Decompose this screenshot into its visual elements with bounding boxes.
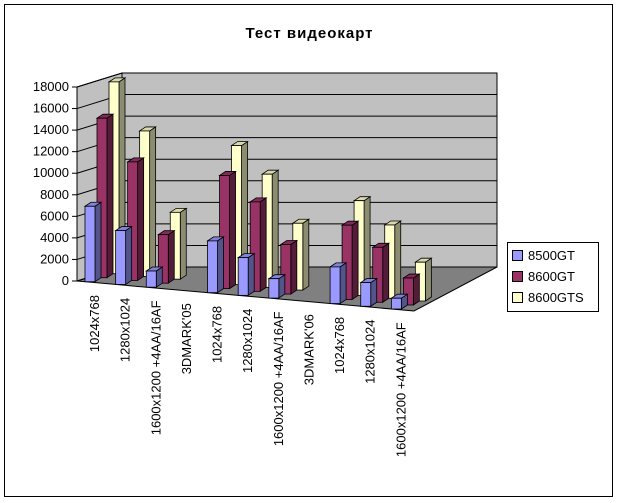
bar-8600gt-2 xyxy=(157,234,169,284)
bar-8600gt-4 xyxy=(219,175,230,290)
bar-side xyxy=(137,157,145,282)
bar-8500gt-6 xyxy=(268,278,280,299)
bar-8600gt-6 xyxy=(280,244,292,295)
legend-item-8600gts: 8600GTS xyxy=(512,287,594,308)
x-tick-label: 1280x1024 xyxy=(363,320,378,384)
y-tick-label: 14000 xyxy=(33,122,69,137)
bar-side xyxy=(247,252,255,297)
gridline xyxy=(76,72,497,88)
x-tick-label: 1600x1200 +4AA/16AF xyxy=(148,300,163,435)
bar-side xyxy=(290,239,298,295)
x-tick-label: 1024x768 xyxy=(332,317,347,374)
bar-side xyxy=(424,257,432,302)
bar-side xyxy=(217,236,224,294)
bar-side xyxy=(149,126,157,278)
bar-side xyxy=(394,220,402,300)
bar-side xyxy=(106,113,114,279)
bar-side xyxy=(302,218,310,291)
bar-8500gt-8 xyxy=(329,266,341,304)
y-tick-label: 10000 xyxy=(33,165,69,180)
y-tick-label: 6000 xyxy=(40,208,69,223)
y-tick-label: 8000 xyxy=(40,187,69,202)
y-tick-label: 12000 xyxy=(33,144,69,159)
x-tick-label: 1280x1024 xyxy=(240,309,255,373)
bar-side xyxy=(125,225,133,286)
bar-8500gt-1 xyxy=(115,230,127,285)
x-tick-label: 3DMARK'06 xyxy=(301,314,316,385)
y-tick-label: 4000 xyxy=(40,230,69,245)
y-tick-label: 0 xyxy=(62,273,69,288)
bar-8500gt-9 xyxy=(360,282,372,307)
x-tick-label: 1600x1200 +4AA/16AF xyxy=(271,311,286,446)
x-tick-label: 1024x768 xyxy=(210,306,225,363)
bar-8600gt-9 xyxy=(372,246,384,303)
bar-side xyxy=(259,197,267,293)
bar-8600gt-0 xyxy=(96,117,108,279)
bar-side xyxy=(412,273,420,306)
x-tick-label: 1600x1200 +4AA/16AF xyxy=(393,322,408,457)
bar-side xyxy=(382,242,390,304)
bar-side xyxy=(271,169,279,289)
bar-side xyxy=(339,262,347,305)
legend-swatch xyxy=(512,292,523,303)
legend-item-8500gt: 8500GT xyxy=(512,245,594,266)
bar-side xyxy=(167,229,175,284)
legend: 8500GT 8600GT 8600GTS xyxy=(507,242,599,312)
y-tick-label: 18000 xyxy=(33,79,69,94)
legend-label: 8500GT xyxy=(528,248,575,263)
x-tick-label: 1024x768 xyxy=(87,295,102,352)
y-tick-label: 16000 xyxy=(33,101,69,116)
legend-item-8600gt: 8600GT xyxy=(512,266,594,287)
legend-swatch xyxy=(512,250,523,261)
legend-label: 8600GT xyxy=(528,269,575,284)
bar-8500gt-0 xyxy=(84,205,96,283)
legend-swatch xyxy=(512,271,523,282)
bar-side xyxy=(229,170,236,290)
bar-8500gt-2 xyxy=(145,270,157,288)
bar-8600gt-10 xyxy=(402,277,414,306)
x-tick-label: 3DMARK'05 xyxy=(179,303,194,374)
bar-side xyxy=(370,277,378,308)
y-tick-label: 2000 xyxy=(40,251,69,266)
x-tick-label: 1280x1024 xyxy=(118,298,133,362)
bar-8500gt-4 xyxy=(207,240,218,294)
bar-8600gt-5 xyxy=(249,201,261,292)
chart-title: Тест видеокарт xyxy=(245,25,374,42)
bar-8500gt-10 xyxy=(390,297,402,310)
bar-8600gt-8 xyxy=(341,224,353,300)
bar-8600gt-1 xyxy=(127,161,139,281)
bar-side xyxy=(94,201,102,283)
bar-side xyxy=(179,207,187,280)
bar-8500gt-5 xyxy=(237,257,249,296)
bar-side xyxy=(351,220,359,301)
legend-label: 8600GTS xyxy=(528,290,584,305)
